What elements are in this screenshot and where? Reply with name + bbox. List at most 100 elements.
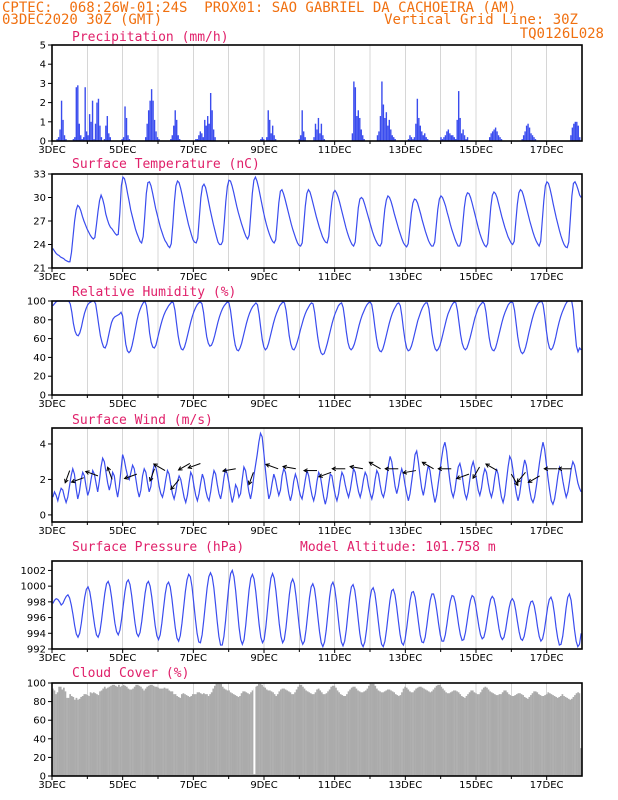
cloud-bar	[350, 687, 353, 776]
precip-bar	[267, 110, 269, 141]
cloud-bar	[66, 697, 68, 776]
cloud-bar	[267, 690, 270, 776]
precip-bar	[313, 137, 315, 141]
cloud-bar	[309, 693, 312, 776]
temperature-line	[52, 175, 582, 263]
precip-bar	[412, 139, 414, 141]
wind-arrow	[170, 479, 180, 491]
cloud-bar	[357, 690, 359, 776]
cloud-bar	[125, 686, 128, 776]
precip-bar	[500, 139, 503, 141]
cloud-bar	[94, 693, 97, 776]
cloud-bar	[91, 693, 94, 776]
cloud-bar	[349, 689, 351, 776]
cloud-bar	[386, 689, 389, 776]
humidity-frame	[51, 300, 583, 396]
cloud-bar	[165, 688, 167, 776]
y-tick-label: 40	[33, 734, 46, 745]
cloud-bar	[346, 694, 348, 776]
precip-bar	[462, 129, 464, 141]
precip-bar	[393, 137, 395, 141]
cloud-bar	[456, 691, 458, 776]
cloud-bar	[344, 696, 347, 776]
precip-bar	[56, 139, 58, 141]
cloud-bar	[56, 692, 59, 776]
wind-arrow	[527, 475, 540, 483]
cloud-bar	[341, 695, 344, 776]
wind-panel: 0 2 4 3DEC 5DEC 7DEC 9DEC 11DEC 13DEC 15DEC 17DEC S…	[38, 413, 583, 537]
x-tick-label: 17DEC	[530, 526, 564, 537]
precip-bar	[493, 129, 495, 141]
cloud-bar	[100, 690, 103, 776]
precip-bar	[94, 123, 97, 141]
cloud-bar	[475, 693, 477, 776]
cloud-bar	[171, 691, 174, 776]
wind-arrow	[302, 468, 317, 473]
x-tick-label: 5DEC	[109, 272, 136, 283]
cloud-bar	[102, 688, 105, 776]
cloud-bar	[158, 688, 161, 776]
precip-bar	[153, 119, 156, 141]
x-tick-label: 7DEC	[180, 526, 207, 537]
cloud-bar	[561, 694, 564, 776]
cloud-bar	[286, 690, 289, 776]
cloud-bar	[465, 696, 468, 776]
y-tick-label: 3	[40, 79, 46, 90]
cloud-bar	[107, 687, 109, 776]
cloud-bar	[397, 696, 400, 776]
cloud-bar	[435, 685, 438, 776]
cloud-bar	[209, 694, 211, 776]
cloud-bar	[136, 684, 139, 776]
cloud-bar	[509, 695, 512, 776]
cloud-bar	[420, 686, 422, 776]
cloud-bar	[295, 689, 298, 776]
cloud-bar	[284, 689, 287, 776]
cloud-bar	[188, 696, 191, 776]
precip-bar	[499, 137, 501, 141]
precip-bar	[173, 125, 175, 141]
cloud-bar	[261, 684, 263, 776]
cloud-bar	[317, 688, 320, 776]
cloud-bar	[63, 687, 65, 776]
cloud-bar	[245, 692, 248, 776]
cloud-bar	[409, 691, 411, 776]
cloud-bar	[552, 695, 554, 776]
cloud-bar	[232, 694, 235, 776]
cloud-bar	[141, 688, 144, 776]
cloud-bar	[487, 689, 490, 776]
cloud-bar	[166, 688, 169, 776]
precip-bar	[357, 110, 359, 141]
cloud-bar	[385, 690, 388, 776]
cloud-bar	[374, 685, 377, 776]
cloud-bar	[495, 695, 498, 776]
wind-arrow	[349, 464, 364, 470]
cloud-bar	[412, 692, 414, 776]
precip-bar	[354, 87, 357, 141]
precip-bar	[105, 125, 107, 141]
cloud-bar	[118, 684, 120, 776]
cloud-bar	[424, 689, 427, 776]
cloud-bar	[185, 695, 188, 776]
cloud-bar	[78, 698, 81, 776]
cloud-bar	[86, 695, 89, 776]
x-tick-label: 3DEC	[38, 780, 65, 791]
precip-bar	[388, 119, 390, 141]
cloud-bar	[536, 692, 539, 776]
precip-bar	[531, 135, 534, 141]
cloud-bar	[489, 691, 491, 776]
cloud-bar	[360, 692, 362, 776]
cloud-bar	[498, 694, 501, 776]
cloud-bar	[547, 692, 550, 776]
cloud-bar	[281, 688, 284, 776]
cloud-bar	[460, 696, 463, 776]
precip-bar	[323, 139, 326, 141]
wind-arrow	[455, 473, 470, 480]
cloud-bar	[569, 699, 572, 776]
cloud-bar	[129, 689, 131, 776]
precip-bar	[96, 102, 98, 141]
precip-bar	[577, 125, 579, 141]
precip-bar	[449, 133, 451, 141]
x-tick-label: 11DEC	[318, 399, 352, 410]
wind-arrow	[152, 463, 166, 472]
cloud-bar	[361, 692, 364, 776]
